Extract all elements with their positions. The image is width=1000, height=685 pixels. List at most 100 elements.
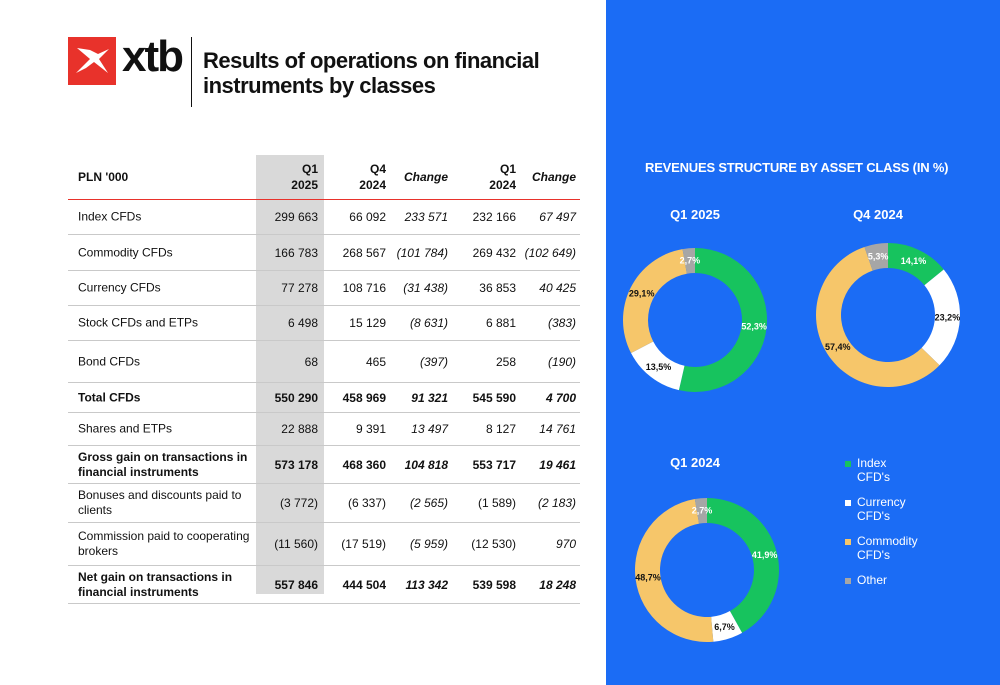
logo-wordmark: xtb bbox=[122, 32, 184, 81]
slice-label: 5,3% bbox=[868, 251, 889, 261]
slice-label: 48,7% bbox=[635, 573, 661, 583]
cell-value: 108 716 bbox=[342, 281, 386, 295]
row-label: Currency CFDs bbox=[78, 280, 161, 295]
cell-value: (3 772) bbox=[279, 496, 318, 510]
legend-swatch bbox=[845, 539, 851, 545]
slice-label: 2,7% bbox=[680, 256, 701, 266]
x-mark-icon bbox=[76, 48, 109, 73]
cell-value: (397) bbox=[419, 354, 448, 369]
cell-value: 77 278 bbox=[281, 281, 318, 295]
cell-value: (11 560) bbox=[274, 537, 318, 551]
chart-title: Q1 2025 bbox=[670, 207, 720, 222]
cell-value: 6 498 bbox=[287, 316, 318, 330]
chart-title: Q1 2024 bbox=[670, 455, 720, 470]
cell-value: 36 853 bbox=[479, 281, 516, 295]
slice-label: 29,1% bbox=[629, 289, 655, 299]
cell-value: (6 337) bbox=[347, 496, 386, 510]
slice-commodity bbox=[635, 499, 714, 642]
cell-value: 557 846 bbox=[274, 577, 318, 592]
cell-value: (2 565) bbox=[409, 496, 448, 510]
cell-value: (101 784) bbox=[396, 245, 448, 260]
cell-value: (190) bbox=[547, 354, 576, 369]
legend-swatch bbox=[845, 578, 851, 584]
slice-label: 52,3% bbox=[741, 322, 767, 332]
cell-value: (31 438) bbox=[403, 281, 448, 295]
cell-value: 269 432 bbox=[472, 245, 516, 260]
xtb-logo bbox=[68, 37, 116, 85]
slice-currency bbox=[631, 341, 685, 391]
cell-value: (17 519) bbox=[341, 537, 386, 551]
cell-value: (1 589) bbox=[477, 496, 516, 510]
slice-label: 6,7% bbox=[714, 622, 735, 632]
revenues-title: REVENUES STRUCTURE BY ASSET CLASS (IN %) bbox=[645, 160, 949, 175]
slice-currency bbox=[921, 269, 960, 366]
cell-value: 68 bbox=[304, 354, 318, 369]
table-row: Bond CFDs 68 465 (397) 258 (190) bbox=[68, 341, 580, 383]
cell-value: (102 649) bbox=[524, 245, 576, 260]
slice-label: 57,4% bbox=[825, 342, 851, 352]
donut-chart: 41,9% 6,7% 48,7% 2,7% bbox=[635, 498, 779, 642]
donut-chart: 14,1% 23,2% 57,4% 5,3% bbox=[816, 243, 961, 387]
cell-value: 40 425 bbox=[539, 281, 576, 295]
cell-value: 15 129 bbox=[349, 316, 386, 330]
legend-label: Other bbox=[857, 573, 888, 587]
cell-value: 465 bbox=[365, 354, 386, 369]
page-title: Results of operations on financial instr… bbox=[203, 48, 540, 98]
left-panel: xtb Results of operations on financial i… bbox=[68, 32, 580, 604]
table-row: Total CFDs 550 290 458 969 91 321 545 590 4 7… bbox=[68, 383, 580, 413]
cell-value: 539 598 bbox=[472, 577, 516, 592]
cell-value: 458 969 bbox=[342, 390, 386, 405]
cell-value: 22 888 bbox=[281, 422, 318, 436]
legend-label: Currency CFD's bbox=[857, 495, 906, 523]
slice-commodity bbox=[623, 249, 687, 354]
slice-index bbox=[707, 498, 779, 633]
cell-value: 104 818 bbox=[404, 457, 448, 472]
row-label: Total CFDs bbox=[78, 390, 141, 404]
cell-value: 553 717 bbox=[472, 457, 516, 472]
table-header: PLN '000 Q1 2025 Q4 2024 Change Q1 2024 Change bbox=[68, 155, 580, 200]
cell-value: 91 321 bbox=[411, 390, 448, 405]
row-label: Gross gain on transactions in financial … bbox=[78, 449, 248, 479]
table-row: Index CFDs 299 663 66 092 233 571 232 166 67 … bbox=[68, 200, 580, 235]
cell-value: 67 497 bbox=[539, 210, 576, 224]
slice-label: 13,5% bbox=[646, 362, 672, 372]
row-label: Bonuses and discounts paid to clients bbox=[78, 488, 242, 517]
column-header: Q4 2024 bbox=[359, 162, 386, 192]
legend-label: Index CFD's bbox=[857, 456, 890, 484]
slice-label: 2,7% bbox=[692, 506, 713, 516]
slice-label: 14,1% bbox=[901, 256, 927, 266]
cell-value: (12 530) bbox=[471, 537, 516, 551]
cell-value: 258 bbox=[495, 354, 516, 369]
header-label: PLN '000 bbox=[78, 170, 129, 184]
slice-other bbox=[694, 498, 707, 524]
table-row: Net gain on transactions in financial in… bbox=[68, 566, 580, 604]
cell-value: (5 959) bbox=[409, 537, 448, 551]
results-table: PLN '000 Q1 2025 Q4 2024 Change Q1 2024 Change In… bbox=[68, 155, 580, 604]
cell-value: 299 663 bbox=[274, 210, 318, 224]
cell-value: 6 881 bbox=[485, 316, 516, 330]
table-row: Commission paid to cooperating brokers (1… bbox=[68, 523, 580, 566]
slice-other bbox=[864, 243, 888, 271]
cell-value: 166 783 bbox=[274, 245, 318, 260]
cell-value: 444 504 bbox=[342, 577, 386, 592]
cell-value: 232 166 bbox=[472, 210, 516, 224]
slice-index bbox=[888, 243, 944, 286]
cell-value: (383) bbox=[547, 316, 576, 330]
slice-label: 23,2% bbox=[935, 313, 961, 323]
row-label: Commission paid to cooperating brokers bbox=[78, 529, 250, 558]
cell-value: 18 248 bbox=[539, 577, 576, 592]
slice-commodity bbox=[816, 246, 940, 387]
column-header: Q1 2025 bbox=[291, 162, 318, 192]
legend-swatch bbox=[845, 500, 851, 506]
cell-value: 970 bbox=[555, 537, 576, 551]
cell-value: 113 342 bbox=[405, 577, 449, 592]
cell-value: 468 360 bbox=[342, 457, 386, 472]
table-row: Currency CFDs 77 278 108 716 (31 438) 36 853… bbox=[68, 271, 580, 306]
cell-value: 550 290 bbox=[274, 390, 318, 405]
chart-title: Q4 2024 bbox=[853, 207, 903, 222]
slice-index bbox=[678, 248, 767, 392]
cell-value: 66 092 bbox=[349, 210, 386, 224]
cell-value: 573 178 bbox=[274, 457, 318, 472]
cell-value: (2 183) bbox=[537, 496, 576, 510]
table-row: Shares and ETPs 22 888 9 391 13 497 8 127 14 … bbox=[68, 413, 580, 446]
